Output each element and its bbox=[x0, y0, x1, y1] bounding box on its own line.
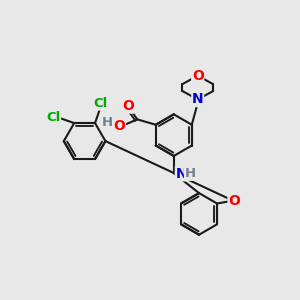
Text: H: H bbox=[184, 167, 196, 180]
Text: O: O bbox=[228, 194, 240, 208]
Text: O: O bbox=[114, 119, 125, 133]
Text: N: N bbox=[192, 92, 204, 106]
Text: O: O bbox=[192, 69, 204, 83]
Text: H: H bbox=[102, 116, 113, 129]
Text: Cl: Cl bbox=[93, 97, 107, 110]
Text: Cl: Cl bbox=[46, 111, 61, 124]
Text: N: N bbox=[176, 167, 187, 181]
Text: O: O bbox=[122, 99, 134, 113]
